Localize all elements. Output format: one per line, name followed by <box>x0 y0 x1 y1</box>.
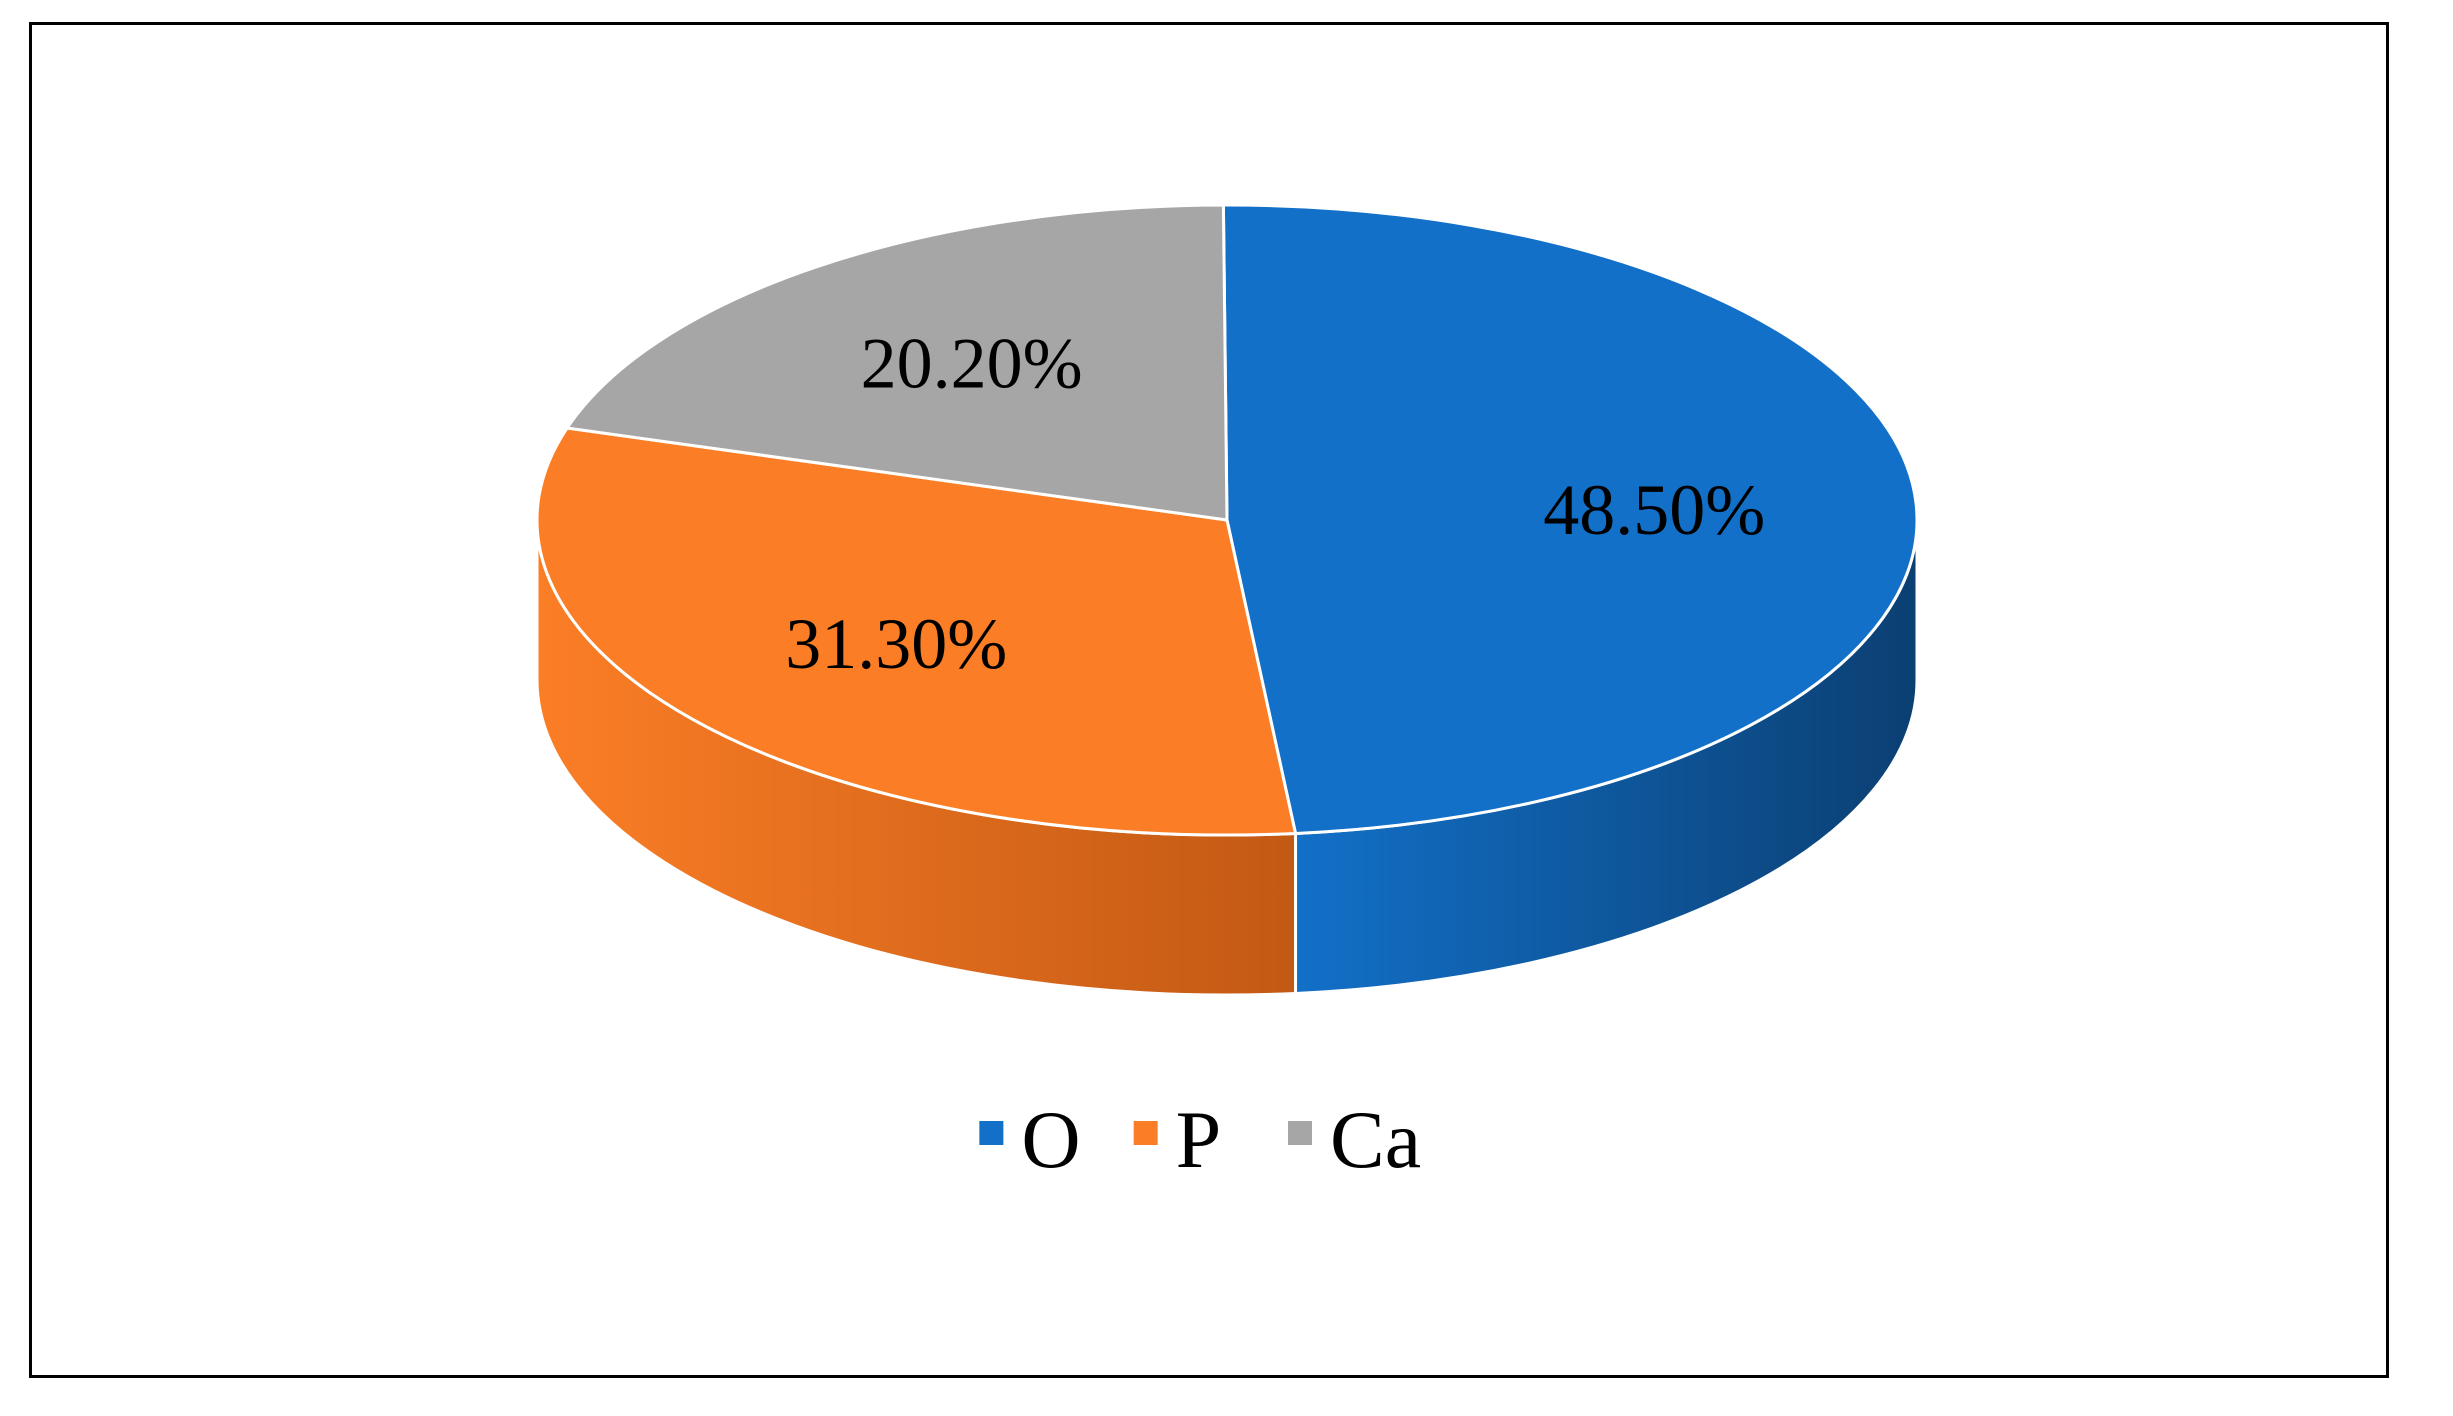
pie-slice-ca <box>565 203 1229 522</box>
chart-frame: 48.50% 31.30% 20.20% O P Ca <box>29 22 2389 1378</box>
legend-swatch-p <box>1133 1121 1158 1145</box>
pie-slice-o <box>1221 203 1919 835</box>
pie-slice-p <box>535 426 1298 837</box>
legend: O P Ca <box>979 1094 1421 1185</box>
legend-swatch-o <box>979 1121 1004 1145</box>
pie-tops <box>535 203 1919 837</box>
legend-swatch-ca <box>1288 1121 1312 1145</box>
legend-label-p: P <box>1176 1094 1222 1185</box>
data-label-ca: 20.20% <box>861 323 1083 403</box>
data-label-o: 48.50% <box>1543 470 1765 550</box>
legend-item-ca: Ca <box>1288 1094 1421 1185</box>
legend-label-o: O <box>1021 1094 1080 1185</box>
legend-item-o: O <box>979 1094 1081 1185</box>
pie-chart: 48.50% 31.30% 20.20% O P Ca <box>535 203 1919 1185</box>
data-labels: 48.50% 31.30% 20.20% <box>785 323 1765 684</box>
legend-item-p: P <box>1133 1094 1222 1185</box>
data-label-p: 31.30% <box>785 604 1007 684</box>
legend-label-ca: Ca <box>1330 1094 1421 1185</box>
